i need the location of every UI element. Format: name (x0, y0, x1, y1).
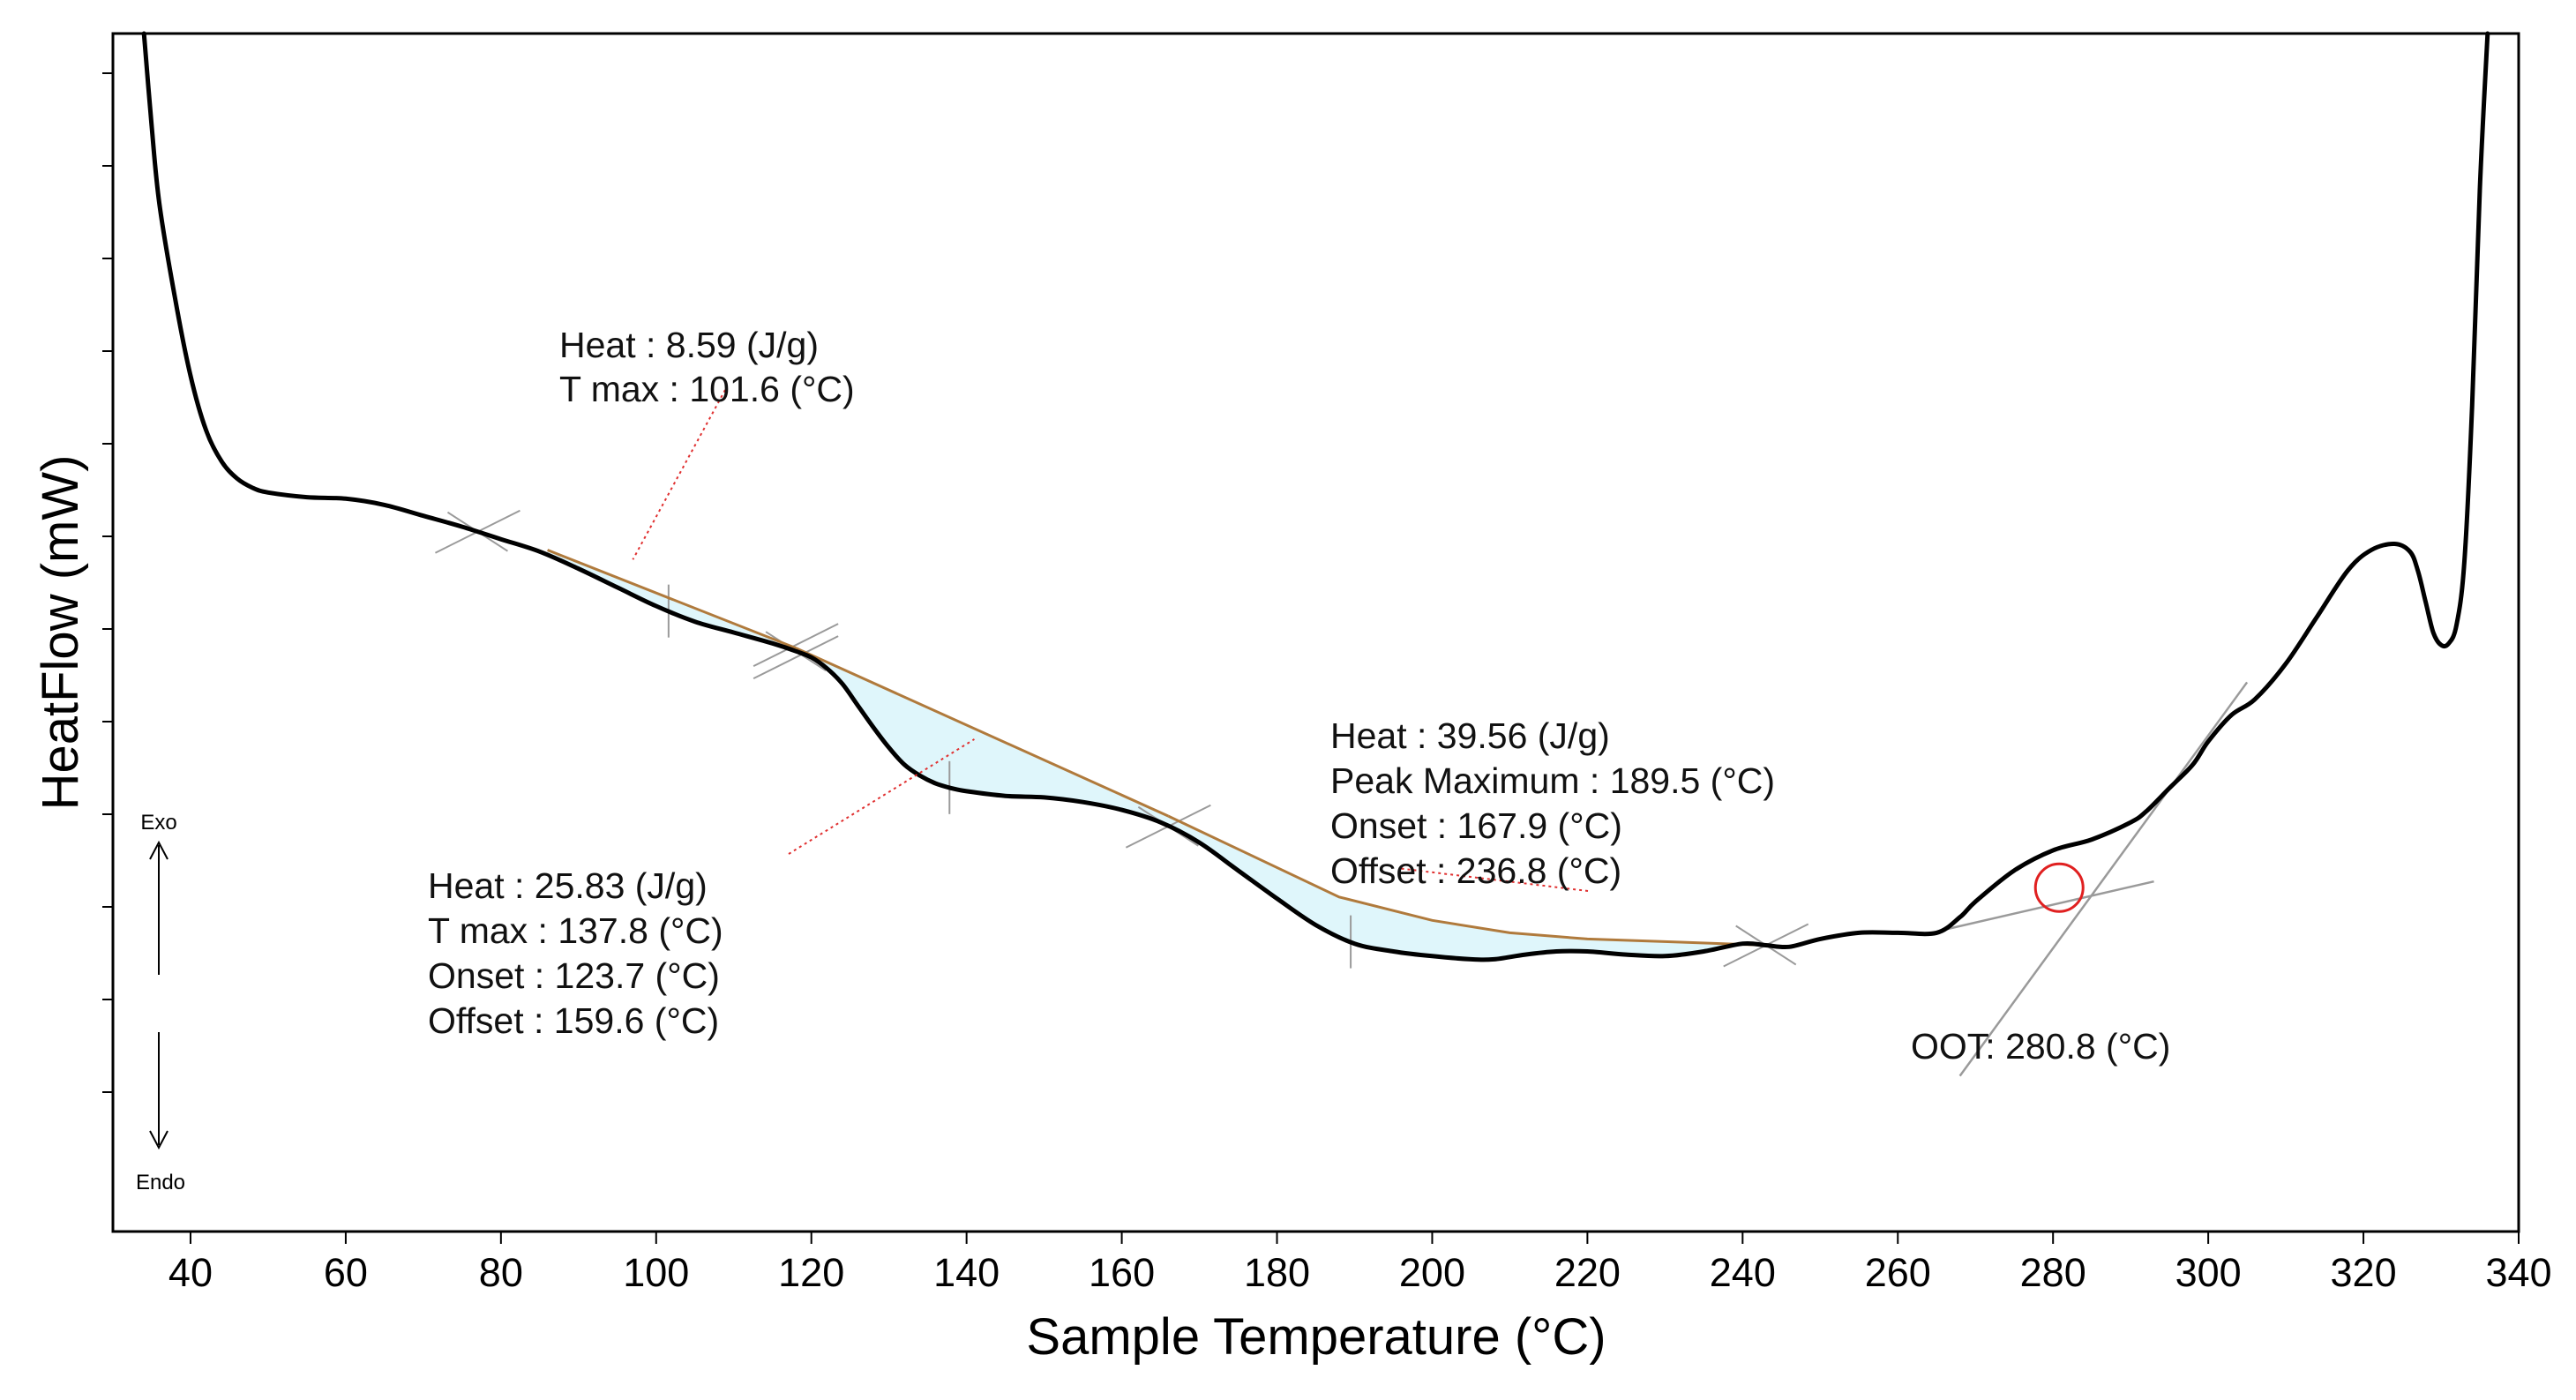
exo-endo-indicator: Exo Endo (136, 811, 185, 1194)
integration-baseline-3 (1167, 814, 1766, 947)
x-tick-label-220: 220 (1554, 1250, 1621, 1295)
x-tick-label-320: 320 (2331, 1250, 2397, 1295)
baseline-limit-marker-2-a1 (753, 635, 839, 680)
annotation-2-line-4: Offset : 159.6 (°C) (428, 1000, 719, 1041)
integration-baselines (547, 549, 1766, 947)
annotation-1-line-1: Heat : 8.59 (J/g) (559, 325, 819, 365)
x-tick-label-340: 340 (2485, 1250, 2551, 1295)
peak-area-2 (796, 648, 1169, 827)
oot-tangent-line-1 (1943, 880, 2154, 932)
annotation-block-3: Heat : 39.56 (J/g) Peak Maximum : 189.5 (… (1330, 715, 1775, 891)
exo-arrow-head (149, 840, 168, 860)
annotation-block-1: Heat : 8.59 (J/g) T max : 101.6 (°C) (559, 325, 855, 409)
endo-arrow-head (149, 1130, 168, 1150)
x-tick-label-260: 260 (1865, 1250, 1931, 1295)
x-tick-label-140: 140 (933, 1250, 1000, 1295)
oot-tangent-line-2 (1958, 681, 2249, 1077)
integration-baseline-2 (795, 647, 1170, 818)
baseline-limit-marker-2-a0 (753, 623, 839, 668)
annotation-leader-1 (632, 389, 726, 560)
peak-area-3 (1168, 816, 1766, 960)
integration-baseline-1 (547, 549, 797, 649)
heatflow-curve-group (141, 31, 2490, 962)
annotation-3-line-2: Peak Maximum : 189.5 (°C) (1330, 760, 1775, 801)
x-tick-label-180: 180 (1244, 1250, 1310, 1295)
x-tick-label-120: 120 (778, 1250, 844, 1295)
annotation-2-line-2: T max : 137.8 (°C) (428, 910, 723, 951)
x-axis-title: Sample Temperature (°C) (1026, 1308, 1606, 1366)
x-tick-label-80: 80 (479, 1250, 523, 1295)
annotation-3-line-1: Heat : 39.56 (J/g) (1330, 715, 1610, 756)
plot-frame (111, 32, 2520, 1233)
x-tick-label-300: 300 (2175, 1250, 2242, 1295)
heatflow-curve (141, 31, 2490, 962)
oot-marker-circle (2033, 862, 2085, 913)
annotation-block-4: OOT: 280.8 (°C) (1911, 1026, 2170, 1067)
x-tick-label-200: 200 (1399, 1250, 1465, 1295)
exo-label: Exo (140, 811, 176, 835)
x-tick-label-240: 240 (1710, 1250, 1776, 1295)
y-axis-title: HeatFlow (mW) (32, 455, 89, 811)
y-axis-ticks (102, 72, 113, 1093)
annotation-1-line-2: T max : 101.6 (°C) (559, 369, 855, 409)
annotation-2-line-1: Heat : 25.83 (J/g) (428, 865, 708, 906)
annotation-block-2: Heat : 25.83 (J/g) T max : 137.8 (°C) Onse… (428, 865, 723, 1041)
annotation-3-line-4: Offset : 236.8 (°C) (1330, 850, 1621, 891)
annotation-texts: Heat : 8.59 (J/g) T max : 101.6 (°C)Heat … (428, 325, 2170, 1067)
x-tick-label-40: 40 (168, 1250, 213, 1295)
annotation-4-line-1: OOT: 280.8 (°C) (1911, 1026, 2170, 1067)
x-tick-label-280: 280 (2020, 1250, 2086, 1295)
annotation-leaders (632, 389, 1589, 892)
annotation-leader-3 (1401, 867, 1589, 892)
annotation-3-line-3: Onset : 167.9 (°C) (1330, 805, 1622, 846)
x-tick-label-100: 100 (623, 1250, 689, 1295)
endo-label: Endo (136, 1171, 185, 1194)
x-axis-ticks: 40 60 80 100 120 140 160 180 200 220 240 260 280 300 3… (168, 1232, 2552, 1295)
x-tick-label-60: 60 (324, 1250, 368, 1295)
annotation-2-line-3: Onset : 123.7 (°C) (428, 955, 720, 996)
x-tick-label-160: 160 (1089, 1250, 1155, 1295)
